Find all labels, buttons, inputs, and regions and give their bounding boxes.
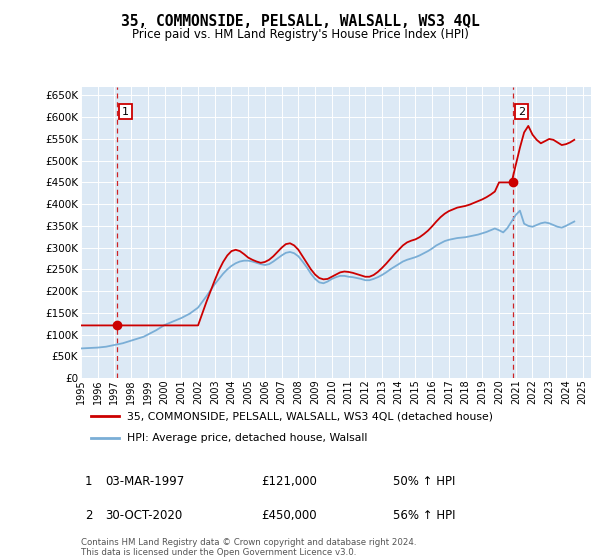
Text: Price paid vs. HM Land Registry's House Price Index (HPI): Price paid vs. HM Land Registry's House … bbox=[131, 28, 469, 41]
Text: 35, COMMONSIDE, PELSALL, WALSALL, WS3 4QL (detached house): 35, COMMONSIDE, PELSALL, WALSALL, WS3 4Q… bbox=[127, 411, 493, 421]
Text: 2: 2 bbox=[85, 508, 92, 522]
Text: 1: 1 bbox=[85, 475, 92, 488]
Text: 03-MAR-1997: 03-MAR-1997 bbox=[105, 475, 184, 488]
Text: 50% ↑ HPI: 50% ↑ HPI bbox=[393, 475, 455, 488]
Text: 30-OCT-2020: 30-OCT-2020 bbox=[105, 508, 182, 522]
Text: 35, COMMONSIDE, PELSALL, WALSALL, WS3 4QL: 35, COMMONSIDE, PELSALL, WALSALL, WS3 4Q… bbox=[121, 14, 479, 29]
Text: HPI: Average price, detached house, Walsall: HPI: Average price, detached house, Wals… bbox=[127, 433, 367, 443]
Text: £450,000: £450,000 bbox=[261, 508, 317, 522]
Text: 56% ↑ HPI: 56% ↑ HPI bbox=[393, 508, 455, 522]
Text: 2: 2 bbox=[518, 106, 525, 116]
Text: £121,000: £121,000 bbox=[261, 475, 317, 488]
Text: 1: 1 bbox=[122, 106, 129, 116]
Text: Contains HM Land Registry data © Crown copyright and database right 2024.
This d: Contains HM Land Registry data © Crown c… bbox=[81, 538, 416, 557]
